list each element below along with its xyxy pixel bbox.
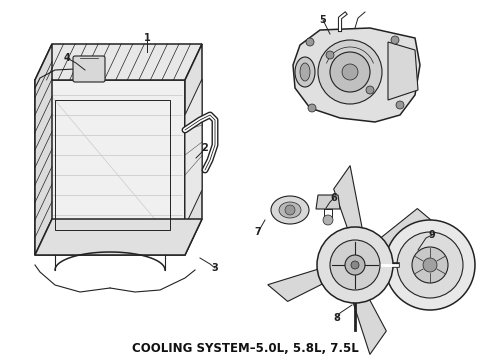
Circle shape: [396, 101, 404, 109]
Circle shape: [412, 247, 448, 283]
Polygon shape: [268, 256, 368, 301]
Text: 2: 2: [201, 143, 208, 153]
Polygon shape: [388, 42, 418, 100]
Ellipse shape: [295, 57, 315, 87]
Circle shape: [330, 240, 380, 290]
Text: 7: 7: [255, 227, 261, 237]
Polygon shape: [316, 195, 340, 209]
Polygon shape: [35, 44, 202, 80]
Polygon shape: [293, 28, 420, 122]
Text: 8: 8: [334, 313, 341, 323]
Polygon shape: [185, 79, 202, 226]
Polygon shape: [35, 80, 185, 255]
Polygon shape: [185, 44, 202, 255]
Text: 4: 4: [64, 53, 71, 63]
Text: 5: 5: [319, 15, 326, 25]
Circle shape: [308, 104, 316, 112]
Text: 6: 6: [331, 193, 338, 203]
Circle shape: [326, 51, 334, 59]
Circle shape: [285, 205, 295, 215]
Circle shape: [385, 220, 475, 310]
Polygon shape: [341, 257, 386, 354]
Polygon shape: [35, 44, 52, 255]
Circle shape: [317, 227, 393, 303]
Circle shape: [366, 86, 374, 94]
Text: 9: 9: [429, 230, 436, 240]
Text: 3: 3: [212, 263, 219, 273]
Circle shape: [397, 232, 463, 298]
Ellipse shape: [300, 63, 310, 81]
Ellipse shape: [271, 196, 309, 224]
Circle shape: [318, 40, 382, 104]
Text: COOLING SYSTEM–5.0L, 5.8L, 7.5L: COOLING SYSTEM–5.0L, 5.8L, 7.5L: [132, 342, 358, 355]
Polygon shape: [35, 219, 202, 255]
Circle shape: [345, 255, 365, 275]
Circle shape: [330, 52, 370, 92]
Polygon shape: [342, 208, 437, 274]
Circle shape: [323, 215, 333, 225]
Ellipse shape: [279, 202, 301, 218]
Circle shape: [342, 64, 358, 80]
Circle shape: [423, 258, 437, 272]
FancyBboxPatch shape: [73, 56, 105, 82]
Polygon shape: [334, 166, 369, 273]
Circle shape: [391, 36, 399, 44]
Circle shape: [351, 261, 359, 269]
Circle shape: [306, 38, 314, 46]
Text: 1: 1: [144, 33, 150, 43]
